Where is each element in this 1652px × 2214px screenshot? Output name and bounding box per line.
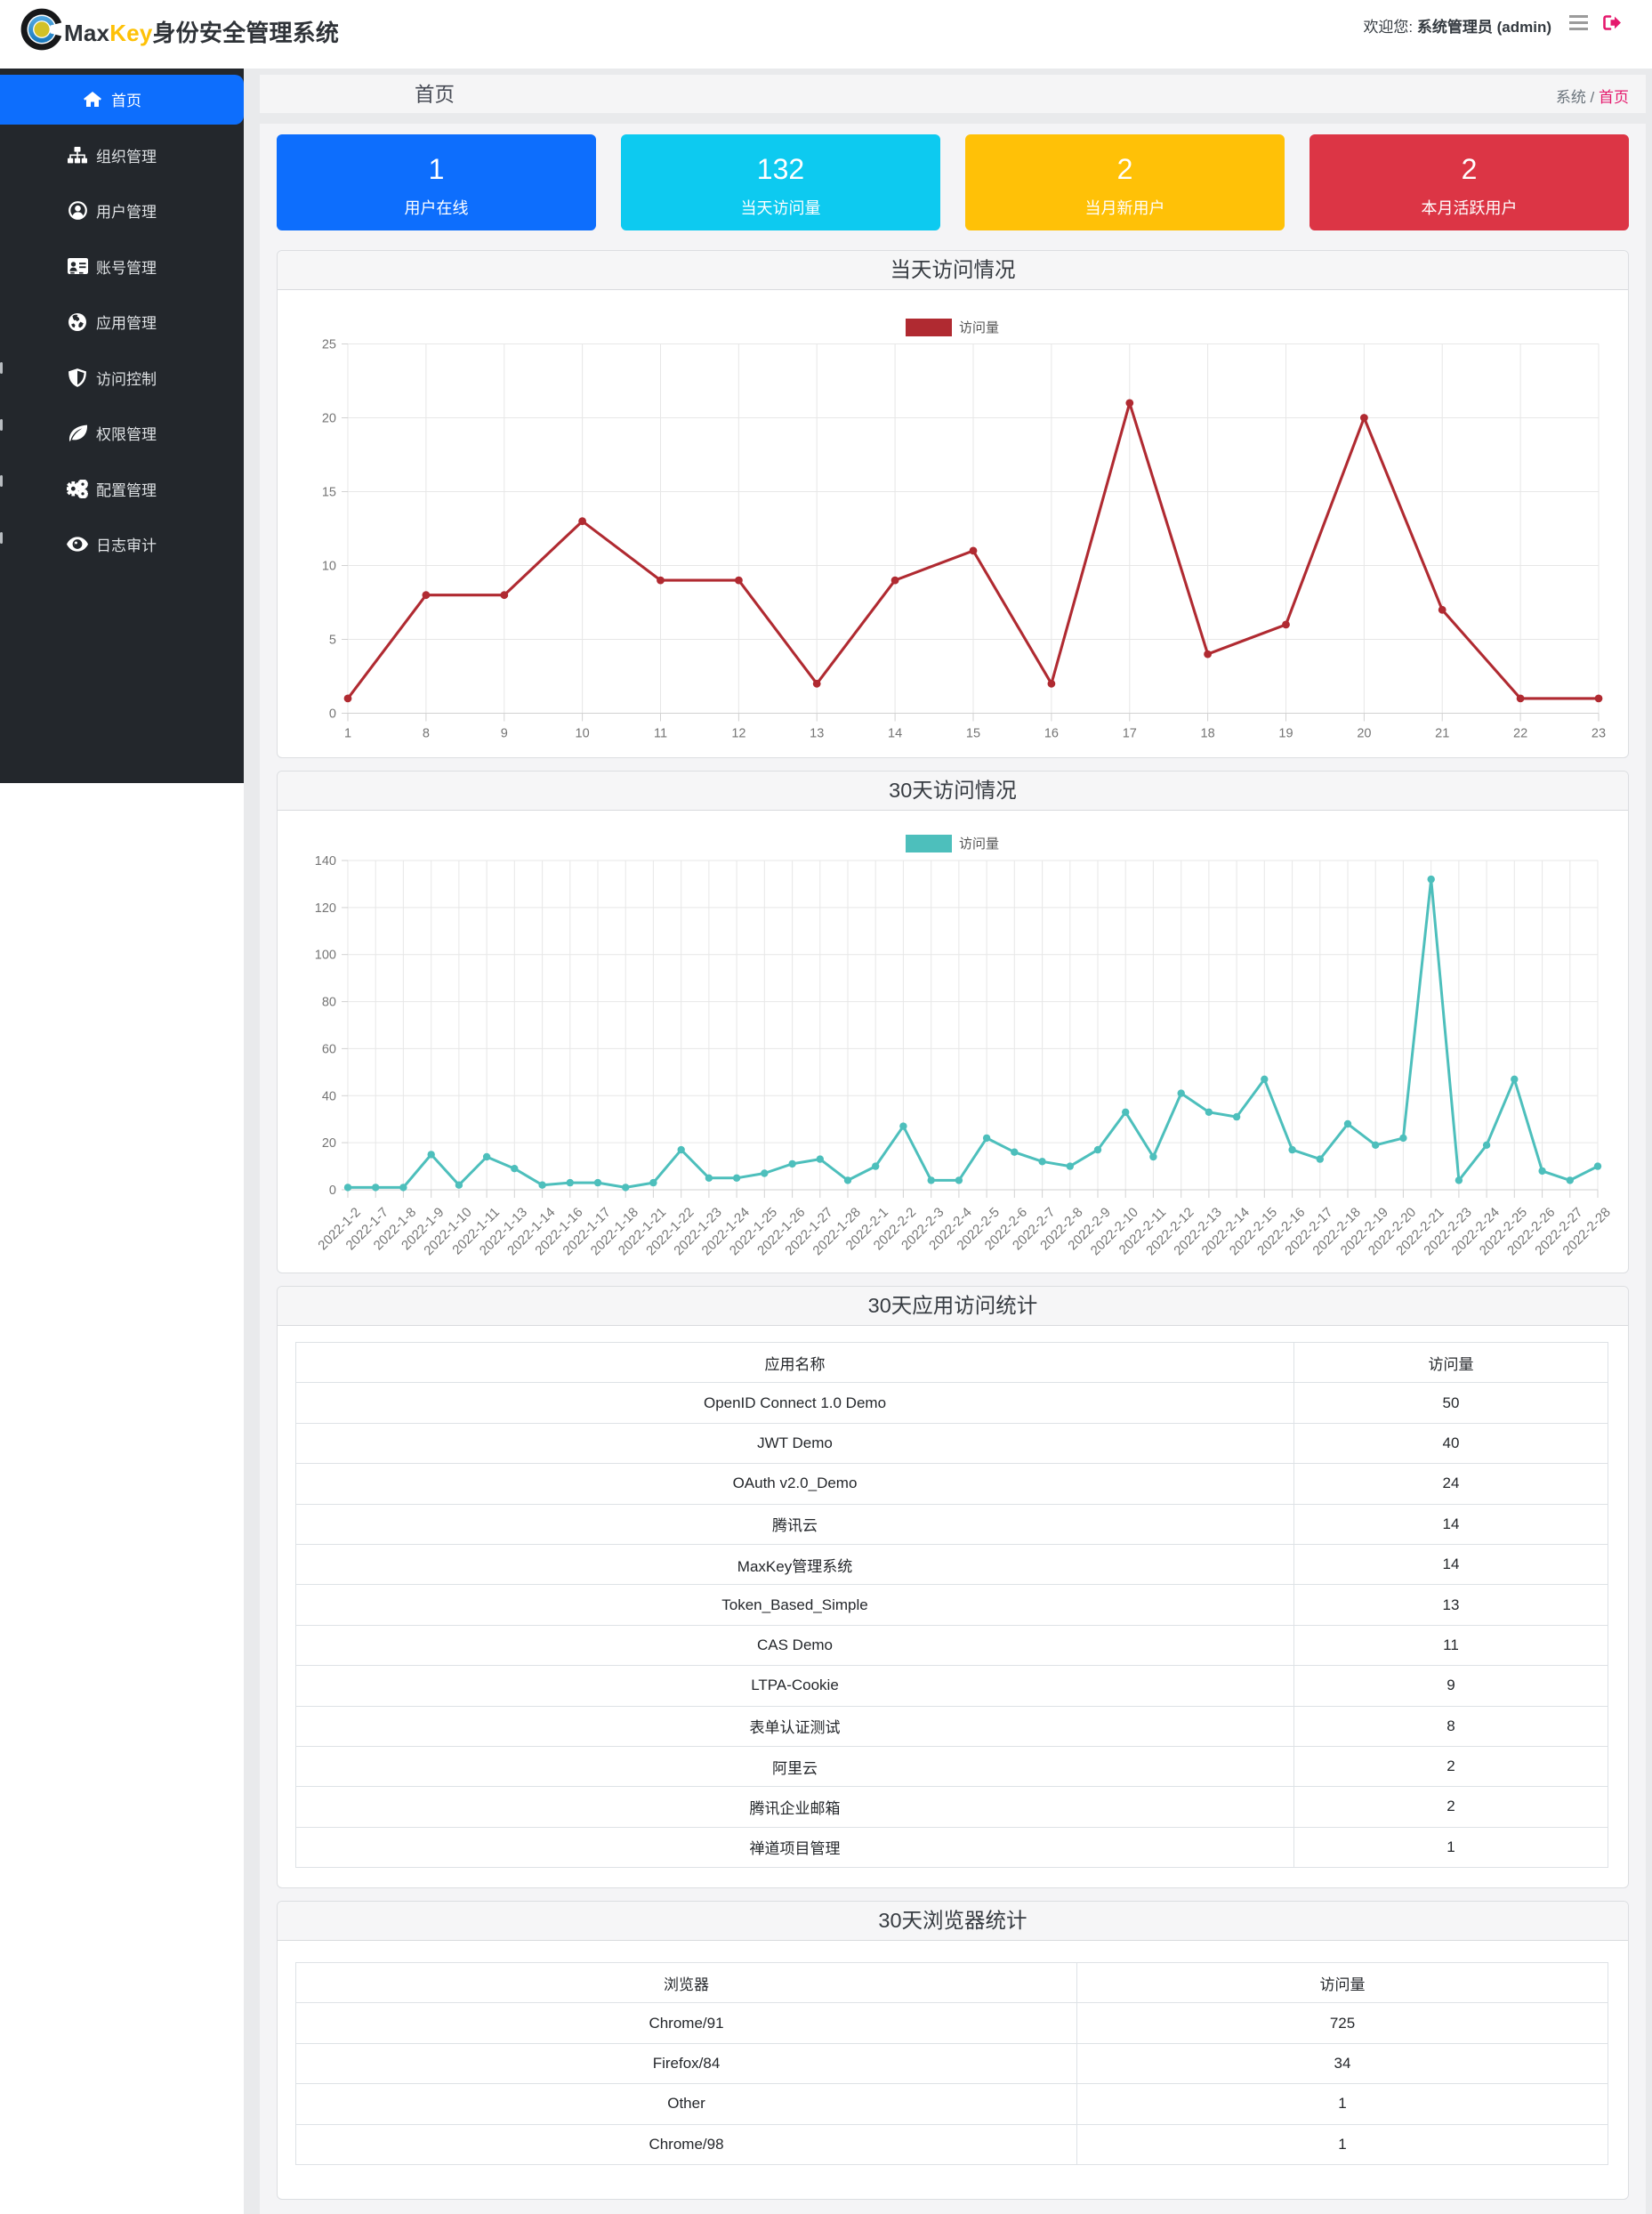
svg-text:访问量: 访问量 [959, 320, 999, 335]
svg-text:11: 11 [654, 727, 667, 741]
svg-text:60: 60 [322, 1042, 336, 1056]
svg-text:8: 8 [423, 727, 430, 741]
svg-text:15: 15 [322, 486, 336, 500]
svg-text:22: 22 [1513, 727, 1527, 741]
svg-text:18: 18 [1201, 727, 1215, 741]
svg-text:20: 20 [1357, 727, 1371, 741]
svg-text:120: 120 [315, 901, 336, 916]
svg-text:5: 5 [329, 634, 336, 648]
svg-text:80: 80 [322, 996, 336, 1010]
svg-text:9: 9 [501, 727, 508, 741]
svg-text:40: 40 [322, 1089, 336, 1103]
svg-text:100: 100 [315, 949, 336, 963]
svg-text:15: 15 [966, 727, 980, 741]
svg-text:140: 140 [315, 854, 336, 869]
svg-text:13: 13 [810, 727, 824, 741]
svg-text:12: 12 [731, 727, 745, 741]
svg-text:0: 0 [329, 707, 336, 722]
svg-text:20: 20 [322, 412, 336, 426]
svg-text:25: 25 [322, 338, 336, 352]
svg-text:0: 0 [329, 1184, 336, 1198]
svg-text:17: 17 [1123, 727, 1137, 741]
svg-text:19: 19 [1278, 727, 1293, 741]
svg-text:10: 10 [322, 560, 336, 574]
svg-text:14: 14 [888, 727, 902, 741]
svg-text:10: 10 [576, 727, 590, 741]
svg-text:访问量: 访问量 [959, 836, 999, 852]
svg-text:20: 20 [322, 1136, 336, 1151]
svg-text:16: 16 [1044, 727, 1059, 741]
svg-text:1: 1 [344, 727, 351, 741]
svg-text:23: 23 [1592, 727, 1606, 741]
svg-text:21: 21 [1435, 727, 1449, 741]
